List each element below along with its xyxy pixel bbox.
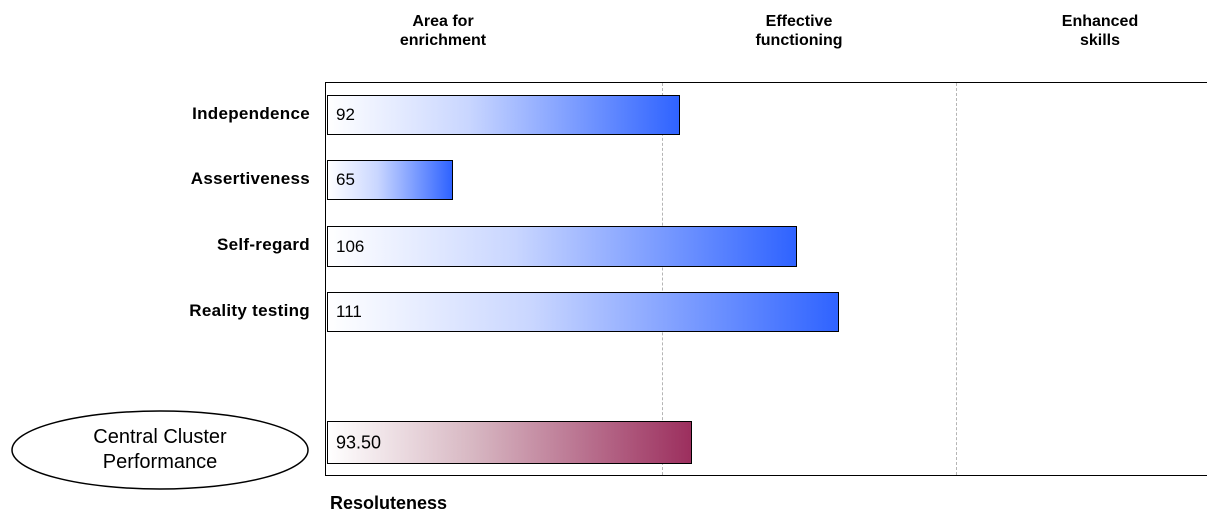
band-gridline	[956, 83, 957, 475]
cluster-label-line1: Central Cluster	[93, 426, 227, 448]
band-header-line2: enrichment	[399, 32, 487, 49]
x-axis-label: Resoluteness	[330, 493, 448, 513]
row-label-independence: Independence	[192, 104, 310, 123]
bar-independence: 92	[327, 95, 680, 135]
bar-central-cluster-performance: 93.50	[327, 421, 693, 464]
cluster-label: Central Cluster Performance	[10, 425, 310, 475]
bar-value-label: 111	[336, 302, 362, 321]
bar-value-label: 65	[336, 170, 355, 189]
row-label-self-regard: Self-regard	[216, 235, 310, 254]
band-header-line2: functioning	[755, 32, 843, 49]
cluster-ellipse	[11, 410, 309, 490]
band-header-line2: skills	[1079, 32, 1121, 49]
plot-area: 92 65 106 111 93.50	[325, 82, 1207, 476]
row-label-reality-testing: Reality testing	[189, 301, 310, 320]
bar-value-label: 93.50	[336, 432, 382, 452]
cluster-label-line2: Performance	[102, 451, 218, 473]
band-header-line1: Enhanced	[1061, 13, 1139, 30]
band-gridline	[662, 83, 663, 475]
bar-assertiveness: 65	[327, 160, 453, 200]
bar-reality-testing: 111	[327, 292, 840, 332]
bar-self-regard: 106	[327, 226, 798, 267]
band-header-effective: Effective functioning	[679, 12, 919, 50]
band-header-line1: Area for	[412, 13, 474, 30]
row-label-assertiveness: Assertiveness	[190, 169, 310, 188]
band-header-enrichment: Area for enrichment	[323, 12, 563, 50]
band-header-enhanced: Enhanced skills	[980, 12, 1207, 50]
band-header-line1: Effective	[765, 13, 833, 30]
bar-value-label: 92	[336, 105, 355, 124]
bar-value-label: 106	[336, 236, 365, 256]
